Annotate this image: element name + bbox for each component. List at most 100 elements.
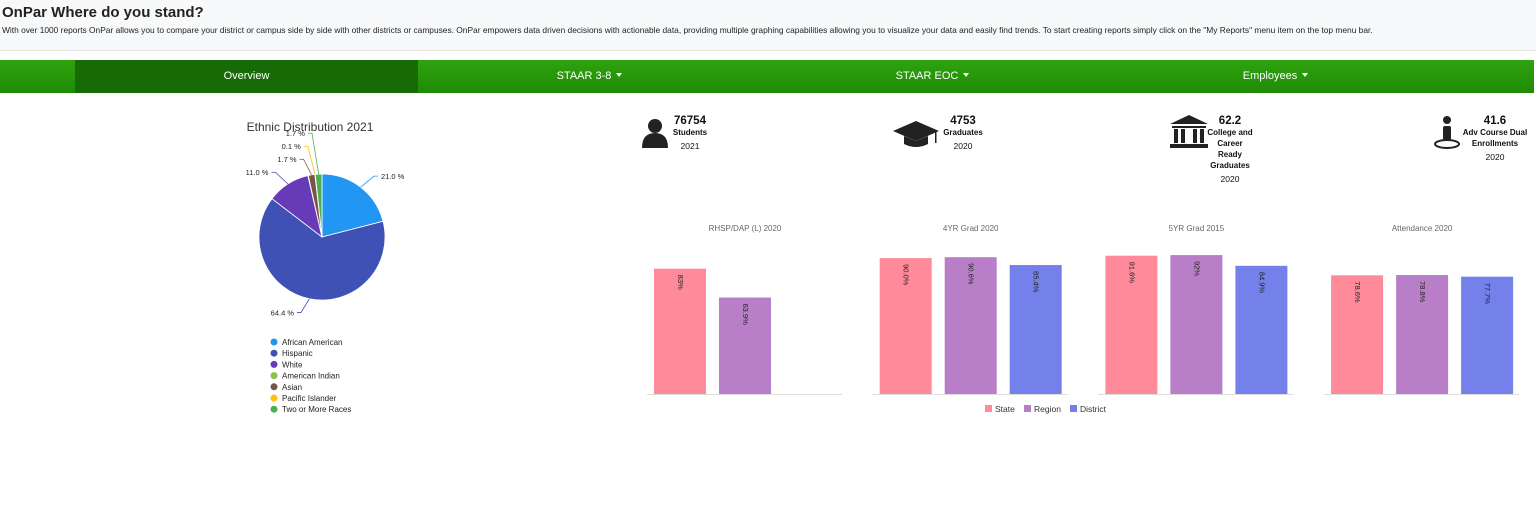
- legend-label: Pacific Islander: [282, 394, 337, 403]
- legend-label: Two or More Races: [282, 405, 351, 414]
- legend-swatch: [270, 405, 278, 413]
- data-label: 1.7 %: [286, 129, 306, 138]
- icon-institution: [1170, 115, 1208, 148]
- stat-label: College and Career Ready Graduates: [1207, 128, 1253, 170]
- nav-bar: Overview STAAR 3-8 STAAR EOC Employees: [0, 60, 1534, 93]
- stat-label: Graduates: [943, 128, 983, 137]
- pie-slice: [258, 198, 386, 301]
- data-label: 11.0 %: [246, 168, 269, 177]
- nav-label: STAAR EOC: [895, 70, 959, 82]
- legend-label: Hispanic: [282, 349, 313, 358]
- chart-title: 4YR Grad 2020: [943, 224, 999, 233]
- data-label: 85.4%: [1032, 271, 1041, 293]
- stat-year: 2020: [1485, 152, 1505, 162]
- description: With over 1000 reports OnPar allows you …: [2, 25, 1373, 35]
- legend-swatch: [270, 349, 278, 357]
- bar: [719, 297, 771, 394]
- nav-item[interactable]: Overview: [75, 60, 418, 93]
- bar: [1105, 255, 1158, 394]
- chart-title: RHSP/DAP (L) 2020: [709, 224, 782, 233]
- legend-swatch: [1070, 405, 1077, 412]
- pie-slice: [307, 173, 323, 238]
- pie-slice: [271, 175, 323, 238]
- stat-value: 4753: [950, 115, 976, 127]
- nav-label: Overview: [223, 70, 270, 82]
- data-label: 90.6%: [967, 263, 976, 285]
- legend-swatch: [270, 372, 278, 380]
- legend-swatch: [270, 338, 278, 346]
- legend-swatch: [270, 360, 278, 368]
- pie-slice: [307, 175, 323, 238]
- legend-label: District: [1080, 404, 1107, 414]
- data-label: 77.7%: [1483, 283, 1492, 305]
- legend-label: Region: [1034, 404, 1061, 414]
- pie-slice: [314, 173, 323, 238]
- legend-swatch: [1024, 405, 1031, 412]
- stat: 4753 Graduates 2020: [933, 115, 993, 151]
- stat-year: 2020: [953, 141, 973, 151]
- legend-label: African American: [282, 338, 342, 347]
- nav-label: Employees: [1242, 70, 1298, 82]
- caret: [1302, 73, 1309, 77]
- stat-label: Students: [672, 128, 708, 137]
- data-label: 84.9%: [1257, 272, 1266, 294]
- data-label: 83%: [676, 275, 685, 290]
- nav-item[interactable]: Employees: [1104, 60, 1447, 93]
- data-label: 90.0%: [902, 264, 911, 286]
- data-label: 1.7 %: [277, 155, 297, 164]
- leader-line: [299, 158, 312, 176]
- data-label: 64.4 %: [271, 308, 295, 317]
- bar: [944, 257, 997, 394]
- bar: [654, 268, 706, 394]
- data-label: 78.6%: [1353, 281, 1362, 303]
- chart-title: Attendance 2020: [1392, 224, 1453, 233]
- bar: [1331, 275, 1384, 394]
- data-label: 63.9%: [741, 304, 750, 326]
- stat-year: 2020: [1220, 174, 1240, 184]
- page-title: OnPar Where do you stand?: [2, 4, 204, 21]
- stat-value: 41.6: [1483, 115, 1507, 127]
- data-label: 21.0 %: [381, 172, 405, 181]
- bar: [1461, 276, 1514, 394]
- header: OnPar Where do you stand? With over 1000…: [0, 0, 1536, 51]
- chart-title: 5YR Grad 2015: [1169, 224, 1225, 233]
- legend-swatch: [985, 405, 992, 412]
- caret: [616, 73, 623, 77]
- icon-person: [1434, 116, 1460, 149]
- data-label: 78.8%: [1418, 281, 1427, 303]
- leader-line: [271, 171, 289, 185]
- legend-label: White: [282, 360, 303, 369]
- legend-label: American Indian: [282, 372, 340, 381]
- data-label: 0.1 %: [282, 142, 302, 151]
- caret: [963, 73, 970, 77]
- bar: [1009, 265, 1062, 394]
- stat-value: 76754: [674, 115, 706, 127]
- nav-label: STAAR 3-8: [556, 70, 612, 82]
- chart-title: Ethnic Distribution 2021: [247, 120, 374, 134]
- bar: [879, 258, 932, 394]
- pie-slice: [321, 173, 384, 238]
- legend-swatch: [270, 383, 278, 391]
- leader-line: [360, 175, 378, 188]
- nav-item[interactable]: STAAR 3-8: [418, 60, 761, 93]
- leader-line: [303, 145, 316, 175]
- legend-label: State: [995, 404, 1015, 414]
- stat-year: 2021: [680, 141, 700, 151]
- leader-line: [297, 298, 310, 313]
- bar: [1235, 265, 1288, 394]
- stat: 41.6 Adv Course Dual Enrollments 2020: [1462, 115, 1528, 162]
- legend-label: Asian: [282, 383, 302, 392]
- data-label: 92%: [1192, 261, 1201, 276]
- nav-item[interactable]: STAAR EOC: [761, 60, 1104, 93]
- legend-swatch: [270, 394, 278, 402]
- stat-value: 62.2: [1218, 115, 1242, 127]
- pie-slice: [314, 173, 323, 238]
- bar: [1170, 255, 1223, 394]
- stat: 62.2 College and Career Ready Graduates …: [1205, 115, 1255, 184]
- data-label: 91.6%: [1127, 262, 1136, 284]
- leader-line: [307, 132, 320, 175]
- bar: [1396, 275, 1449, 394]
- stat: 76754 Students 2021: [660, 115, 720, 151]
- stat-label: Adv Course Dual Enrollments: [1462, 128, 1528, 148]
